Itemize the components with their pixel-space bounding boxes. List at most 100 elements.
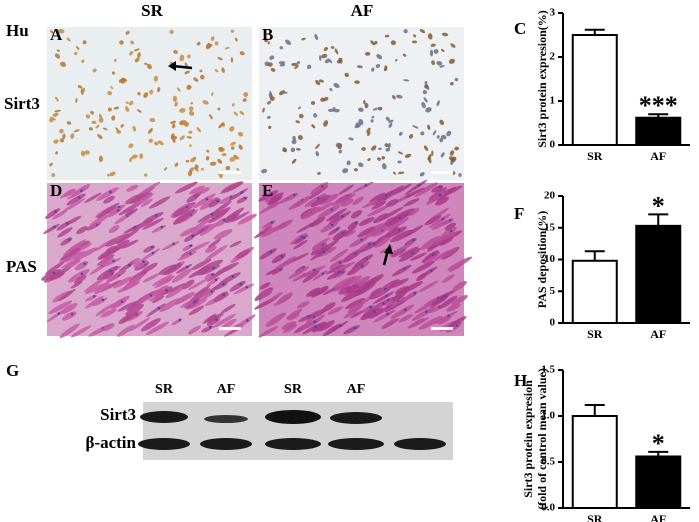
cell (320, 221, 339, 233)
nucleus (193, 300, 197, 304)
cell (66, 193, 86, 206)
cell (174, 162, 179, 167)
y-tick-label: 1.0 (541, 410, 555, 422)
cell (102, 323, 115, 332)
nucleus (425, 310, 428, 314)
cell (371, 67, 375, 72)
cell (125, 30, 130, 35)
nucleus (398, 216, 402, 220)
cell (197, 209, 221, 223)
tissue (49, 28, 249, 179)
cell (145, 303, 166, 317)
cell (152, 274, 173, 286)
cell (351, 262, 363, 271)
cell (220, 318, 237, 330)
cell (73, 129, 80, 133)
nucleus (372, 242, 376, 246)
nucleus (280, 254, 284, 258)
cell (385, 116, 390, 122)
cell (224, 46, 230, 50)
cell (315, 79, 321, 86)
cell (188, 305, 205, 316)
cell (333, 82, 340, 89)
cell (350, 310, 365, 319)
cell (452, 280, 467, 292)
cell (205, 245, 217, 254)
nucleus (116, 209, 120, 212)
cell (346, 160, 351, 166)
cell (411, 40, 418, 44)
cell (441, 274, 455, 283)
cell (75, 46, 80, 50)
cell (276, 292, 293, 305)
cell (329, 88, 333, 92)
cell (394, 183, 413, 195)
cell (148, 196, 171, 209)
cell (221, 153, 227, 157)
cell (58, 28, 65, 34)
nucleus (210, 290, 213, 293)
arrow-head (384, 244, 393, 254)
cell (59, 138, 65, 143)
cell (100, 308, 117, 318)
cell (375, 63, 381, 69)
cell (301, 37, 306, 41)
cell (441, 247, 458, 258)
cell (317, 204, 341, 219)
cell (185, 159, 190, 163)
cell (357, 226, 376, 238)
lane-label: AF (347, 382, 366, 397)
cell (148, 128, 153, 134)
cell (139, 153, 144, 159)
cell (107, 107, 112, 112)
cell (435, 196, 450, 206)
cell (103, 195, 116, 204)
cell (159, 298, 181, 312)
cell (233, 111, 239, 116)
cell (96, 265, 119, 281)
significance: *** (639, 91, 678, 120)
cell (137, 91, 141, 96)
cell (310, 247, 331, 261)
cell (391, 290, 408, 302)
cell (206, 149, 210, 153)
panel-letter: G (6, 361, 19, 380)
cell (441, 32, 449, 37)
cell (317, 171, 321, 175)
cell (300, 206, 321, 220)
cell (106, 204, 126, 215)
cell (198, 187, 210, 195)
cell (321, 53, 328, 59)
cell (282, 256, 296, 265)
cell (163, 283, 185, 295)
cell (444, 222, 457, 231)
cell (345, 284, 359, 294)
cell (386, 217, 409, 231)
cell (338, 57, 343, 64)
nucleus (386, 312, 389, 316)
cell (398, 248, 421, 262)
cell (230, 29, 235, 33)
cell (338, 149, 343, 154)
cell (392, 171, 397, 175)
cell (372, 107, 379, 111)
cell (211, 207, 231, 220)
cell (97, 248, 116, 260)
cell (298, 106, 301, 110)
panel-letter: F (514, 204, 524, 223)
panel-letter: H (514, 371, 527, 390)
nucleus (240, 191, 243, 194)
scale-bar (219, 327, 241, 330)
cell (204, 244, 228, 261)
nucleus (312, 315, 316, 319)
cell (334, 48, 339, 55)
nucleus (270, 221, 274, 224)
cell (84, 192, 102, 204)
nucleus (222, 293, 225, 297)
cell (202, 100, 209, 105)
cell (129, 100, 134, 106)
cell (218, 272, 241, 285)
nucleus (338, 261, 342, 264)
cell (454, 77, 459, 82)
